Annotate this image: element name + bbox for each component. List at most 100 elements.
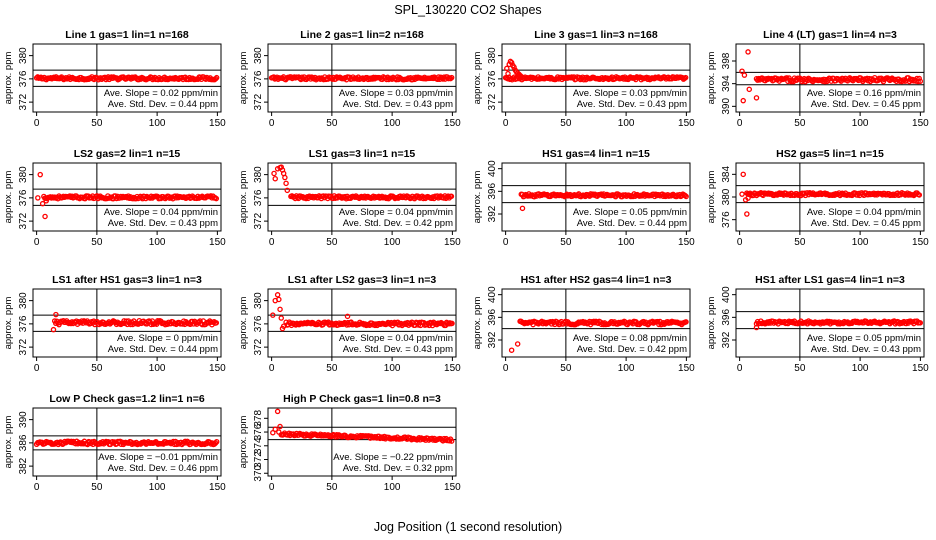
x-tick-label: 0 (269, 118, 275, 129)
y-axis-label: approx. ppm (3, 416, 14, 469)
plot-frame (267, 407, 457, 477)
y-axis-label: approx. ppm (706, 171, 717, 224)
chart-panel: LS1 after HS1 gas=3 lin=1 n=3 0 50 100 150 37… (3, 274, 226, 374)
plot-frame (32, 288, 222, 358)
data-point (917, 320, 924, 326)
figure-xlabel: Jog Position (1 second resolution) (374, 520, 562, 534)
stddev-annotation: Ave. Std. Dev. = 0.43 ppm (108, 218, 218, 229)
y-axis-label: approx. ppm (3, 297, 14, 350)
plot-frame (32, 43, 222, 113)
y-tick-label: 384 (721, 166, 732, 183)
data-point (655, 318, 661, 325)
data-point (272, 426, 278, 433)
x-tick-label: 100 (852, 118, 869, 129)
x-tick-label: 100 (149, 482, 166, 493)
x-tick-label: 150 (209, 237, 226, 248)
x-tick-label: 0 (34, 363, 40, 374)
y-tick-label: 376 (721, 211, 732, 228)
stddev-annotation: Ave. Std. Dev. = 0.32 ppm (343, 463, 453, 474)
data-point (284, 187, 291, 194)
panel-title: LS1 after HS1 gas=3 lin=1 n=3 (52, 274, 202, 286)
slope-annotation: Ave. Slope = 0.04 ppm/min (339, 333, 453, 344)
data-point (508, 59, 515, 66)
slope-annotation: Ave. Slope = 0.02 ppm/min (104, 88, 218, 99)
x-tick-label: 100 (384, 482, 401, 493)
chart-panel: LS1 gas=3 lin=1 n=15 0 50 100 150 372 376 380 ap… (238, 148, 461, 248)
y-tick-label: 396 (721, 309, 732, 326)
data-point (753, 324, 760, 331)
y-tick-label: 390 (18, 411, 29, 428)
data-point (682, 74, 689, 81)
y-axis-label: approx. ppm (472, 171, 483, 224)
y-tick-label: 392 (721, 331, 732, 348)
data-point (683, 319, 689, 325)
x-tick-label: 150 (209, 118, 226, 129)
x-tick-label: 50 (794, 363, 806, 374)
data-point (745, 195, 751, 201)
data-point (656, 321, 662, 328)
x-tick-label: 0 (503, 363, 509, 374)
plot-frame (735, 288, 925, 358)
plot-frame (501, 162, 691, 232)
x-tick-label: 150 (678, 118, 695, 129)
plot-frame (32, 407, 222, 477)
data-point (277, 423, 283, 430)
stddev-annotation: Ave. Std. Dev. = 0.45 ppm (811, 99, 921, 110)
slope-annotation: Ave. Slope = 0.03 ppm/min (573, 88, 687, 99)
data-point (917, 78, 924, 85)
y-tick-label: 380 (253, 47, 264, 64)
data-point (280, 323, 287, 329)
x-tick-label: 50 (326, 363, 338, 374)
x-tick-label: 50 (91, 482, 103, 493)
y-tick-label: 400 (721, 286, 732, 303)
y-axis-label: approx. ppm (3, 171, 14, 224)
x-tick-label: 150 (444, 118, 461, 129)
chart-panel: HS1 gas=4 lin=1 n=15 0 50 100 150 392 396 400 ap… (472, 148, 695, 248)
data-point (274, 408, 281, 415)
data-point (753, 95, 760, 101)
y-tick-label: 380 (18, 166, 29, 183)
data-point (50, 326, 57, 333)
y-axis-label: approx. ppm (238, 52, 249, 105)
x-tick-label: 50 (91, 363, 103, 374)
x-tick-label: 100 (384, 363, 401, 374)
y-tick-label: 380 (721, 188, 732, 205)
chart-panel: Line 3 gas=1 lin=3 n=168 0 50 100 150 372 376 3… (472, 29, 695, 129)
x-tick-label: 0 (34, 118, 40, 129)
y-axis-label: approx. ppm (3, 52, 14, 105)
data-point (282, 174, 288, 181)
data-point (916, 192, 923, 198)
x-tick-label: 100 (618, 118, 635, 129)
chart-panel: Line 1 gas=1 lin=1 n=168 0 50 100 150 372 376 3… (3, 29, 226, 129)
chart-panel: LS1 after LS2 gas=3 lin=1 n=3 0 50 100 150 37… (238, 274, 461, 374)
y-tick-label: 396 (487, 309, 498, 326)
x-tick-label: 50 (91, 237, 103, 248)
panel-title: LS1 after LS2 gas=3 lin=1 n=3 (288, 274, 437, 286)
x-tick-label: 100 (384, 237, 401, 248)
y-tick-label: 372 (487, 93, 498, 110)
x-tick-label: 0 (269, 363, 275, 374)
data-point (505, 70, 511, 77)
slope-annotation: Ave. Slope = 0 ppm/min (117, 333, 218, 344)
slope-annotation: Ave. Slope = 0.05 ppm/min (573, 207, 687, 218)
x-tick-label: 0 (737, 118, 743, 129)
data-point (43, 198, 50, 204)
x-tick-label: 150 (912, 237, 929, 248)
data-point (53, 311, 59, 318)
y-tick-label: 376 (487, 70, 498, 87)
data-point (745, 49, 751, 55)
panel-title: Line 3 gas=1 lin=3 n=168 (534, 29, 658, 41)
stddev-annotation: Ave. Std. Dev. = 0.43 ppm (343, 99, 453, 110)
x-tick-label: 100 (149, 363, 166, 374)
x-tick-label: 50 (560, 118, 572, 129)
panel-title: Line 4 (LT) gas=1 lin=4 n=3 (763, 29, 897, 41)
y-tick-label: 372 (253, 93, 264, 110)
data-point (213, 74, 220, 81)
x-tick-label: 0 (503, 237, 509, 248)
data-point (739, 191, 745, 197)
y-tick-label: 372 (18, 212, 29, 229)
x-tick-label: 150 (209, 482, 226, 493)
stddev-annotation: Ave. Std. Dev. = 0.43 ppm (577, 99, 687, 110)
y-tick-label: 396 (487, 183, 498, 200)
chart-panel: Line 4 (LT) gas=1 lin=4 n=3 0 50 100 150 390 3… (706, 29, 929, 129)
